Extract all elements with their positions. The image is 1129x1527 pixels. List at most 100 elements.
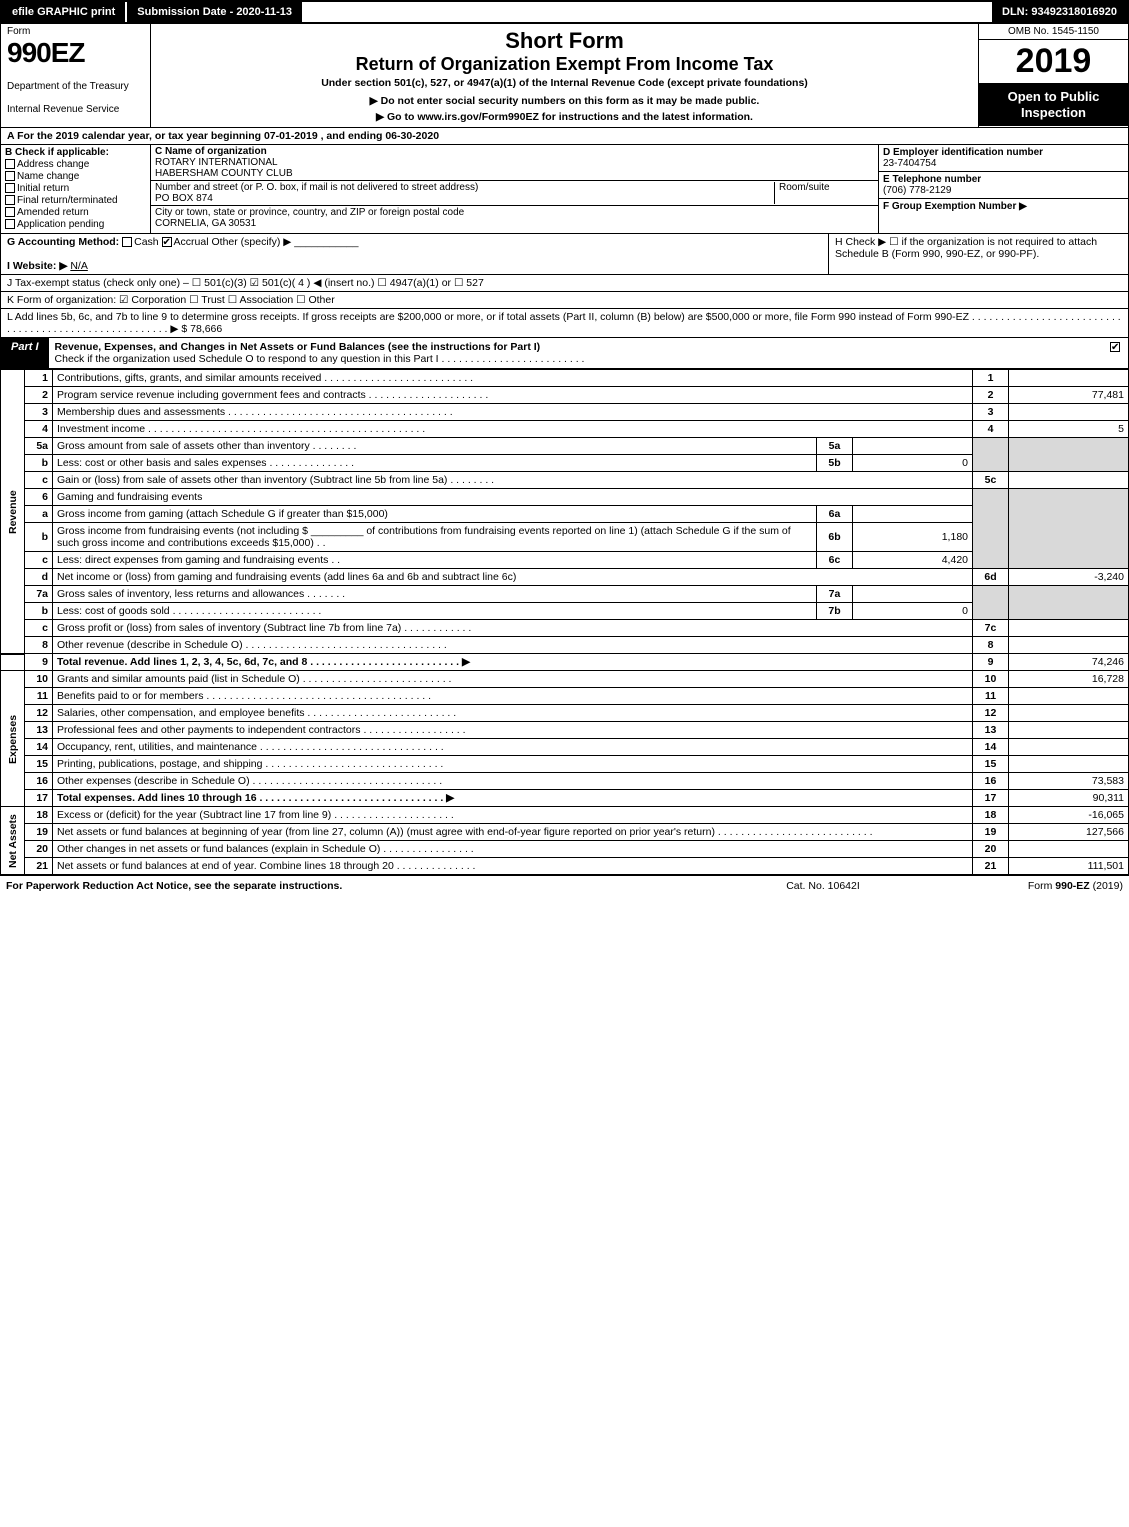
desc-6a: Gross income from gaming (attach Schedul… [53,506,817,523]
ln-6a: a [25,506,53,523]
side-netassets: Net Assets [1,807,25,875]
side-expenses: Expenses [1,671,25,807]
side-revenue: Revenue [1,370,25,654]
chk-accrual[interactable] [162,237,172,247]
accrual-label: Accrual [174,236,209,248]
val-6d: -3,240 [1009,569,1129,586]
ln-6d: d [25,569,53,586]
part1-schedule-o-check[interactable] [1104,338,1128,368]
val-3 [1009,404,1129,421]
desc-21: Net assets or fund balances at end of ye… [53,858,973,875]
header-right: OMB No. 1545-1150 2019 Open to Public In… [978,24,1128,127]
city-label: City or town, state or province, country… [155,207,464,218]
ein-label: D Employer identification number [883,147,1043,158]
efile-print-button[interactable]: efile GRAPHIC print [2,2,127,22]
val-20 [1009,841,1129,858]
ein-value: 23-7404754 [883,158,936,169]
grey-7v [1009,586,1129,620]
box-12: 12 [973,705,1009,722]
g-label: G Accounting Method: [7,236,119,248]
val-10: 16,728 [1009,671,1129,688]
cash-label: Cash [134,236,159,248]
ln-7c: c [25,620,53,637]
desc-7a: Gross sales of inventory, less returns a… [53,586,817,603]
ln-4: 4 [25,421,53,438]
main-title: Return of Organization Exempt From Incom… [159,54,970,75]
grey-6 [973,489,1009,569]
mval-7b: 0 [853,603,973,620]
room-suite-label: Room/suite [774,182,874,204]
box-14: 14 [973,739,1009,756]
footer-right: Form 990-EZ (2019) [923,880,1123,892]
mval-6b: 1,180 [853,523,973,552]
val-21: 111,501 [1009,858,1129,875]
short-form-title: Short Form [159,28,970,54]
chk-application-pending[interactable]: Application pending [5,219,146,230]
mbox-5a: 5a [817,438,853,455]
mbox-5b: 5b [817,455,853,472]
val-4: 5 [1009,421,1129,438]
section-b-label: B Check if applicable: [5,147,146,158]
dln-label: DLN: 93492318016920 [992,2,1127,22]
goto-link[interactable]: ▶ Go to www.irs.gov/Form990EZ for instru… [159,111,970,123]
box-20: 20 [973,841,1009,858]
tax-year: 2019 [979,40,1128,83]
box-18: 18 [973,807,1009,824]
subtitle: Under section 501(c), 527, or 4947(a)(1)… [159,77,970,89]
mbox-6c: 6c [817,552,853,569]
chk-amended-return[interactable]: Amended return [5,207,146,218]
desc-12: Salaries, other compensation, and employ… [53,705,973,722]
row-j: J Tax-exempt status (check only one) – ☐… [0,275,1129,292]
form-label: Form [7,26,144,37]
val-8 [1009,637,1129,654]
box-13: 13 [973,722,1009,739]
chk-name-change[interactable]: Name change [5,171,146,182]
info-row: B Check if applicable: Address change Na… [0,145,1129,234]
phone-label: E Telephone number [883,174,981,185]
part1-table: Revenue 1 Contributions, gifts, grants, … [0,369,1129,875]
desc-19: Net assets or fund balances at beginning… [53,824,973,841]
submission-date: Submission Date - 2020-11-13 [127,2,302,22]
ln-21: 21 [25,858,53,875]
val-1 [1009,370,1129,387]
desc-4: Investment income . . . . . . . . . . . … [53,421,973,438]
org-name-label: C Name of organization [155,146,267,157]
accounting-method: G Accounting Method: Cash Accrual Other … [1,234,828,274]
desc-9: Total revenue. Add lines 1, 2, 3, 4, 5c,… [53,654,973,671]
box-1: 1 [973,370,1009,387]
street-label: Number and street (or P. O. box, if mail… [155,182,478,193]
section-def: D Employer identification number 23-7404… [878,145,1128,233]
box-2: 2 [973,387,1009,404]
grey-5v [1009,438,1129,472]
ln-17: 17 [25,790,53,807]
city-block: City or town, state or province, country… [151,206,878,230]
desc-3: Membership dues and assessments . . . . … [53,404,973,421]
desc-7b: Less: cost of goods sold . . . . . . . .… [53,603,817,620]
street-value: PO BOX 874 [155,193,213,204]
phone-block: E Telephone number (706) 778-2129 [879,172,1128,199]
val-16: 73,583 [1009,773,1129,790]
org-name-block: C Name of organization ROTARY INTERNATIO… [151,145,878,181]
desc-14: Occupancy, rent, utilities, and maintena… [53,739,973,756]
desc-17: Total expenses. Add lines 10 through 16 … [53,790,973,807]
desc-16: Other expenses (describe in Schedule O) … [53,773,973,790]
part1-tag: Part I [1,338,49,368]
org-name-2: HABERSHAM COUNTY CLUB [155,168,293,179]
val-11 [1009,688,1129,705]
chk-initial-return[interactable]: Initial return [5,183,146,194]
ln-18: 18 [25,807,53,824]
box-10: 10 [973,671,1009,688]
chk-final-return[interactable]: Final return/terminated [5,195,146,206]
schedule-b-check: H Check ▶ ☐ if the organization is not r… [828,234,1128,274]
section-c: C Name of organization ROTARY INTERNATIO… [151,145,878,233]
box-7c: 7c [973,620,1009,637]
ln-8: 8 [25,637,53,654]
box-21: 21 [973,858,1009,875]
ln-15: 15 [25,756,53,773]
chk-address-change[interactable]: Address change [5,159,146,170]
desc-5b: Less: cost or other basis and sales expe… [53,455,817,472]
chk-cash[interactable] [122,237,132,247]
row-k: K Form of organization: ☑ Corporation ☐ … [0,292,1129,309]
ln-2: 2 [25,387,53,404]
box-15: 15 [973,756,1009,773]
